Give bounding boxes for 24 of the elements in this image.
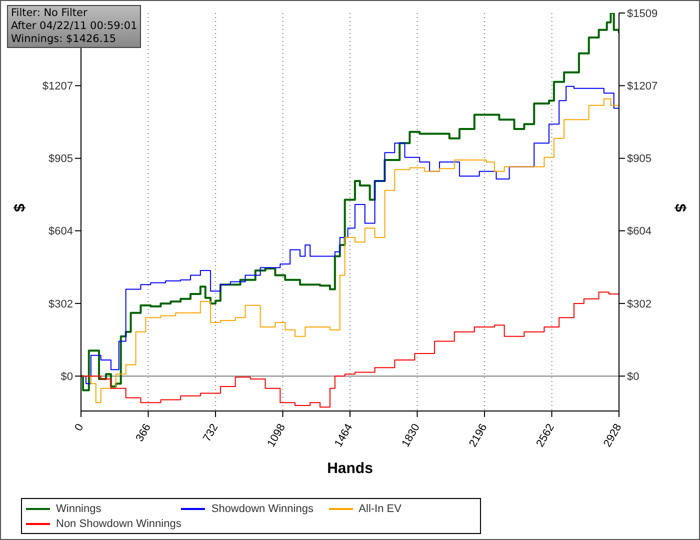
annotation: Filter: No Filter [11, 7, 88, 20]
y-tick-label: $302 [48, 298, 73, 310]
annotation: Winnings: $1426.15 [11, 33, 118, 46]
y2-tick-label: $0 [627, 371, 640, 384]
y2-tick-label: $1207 [627, 80, 658, 93]
legend-label: All-In EV [358, 502, 402, 514]
y2-tick-label: $905 [627, 153, 652, 166]
y-tick-label: $905 [48, 153, 73, 166]
y2-tick-label: $302 [627, 298, 652, 310]
legend-label: Non Showdown Winnings [56, 518, 182, 530]
y2-axis-title: $ [672, 204, 689, 213]
y2-tick-label: $604 [627, 226, 652, 238]
legend-label: Showdown Winnings [211, 502, 314, 514]
y-axis-title: $ [11, 203, 28, 212]
x-tick-label: 366 [134, 422, 154, 444]
annotation: After 04/22/11 00:59:01 [11, 20, 138, 33]
x-axis-title: Hands [327, 460, 373, 477]
y-tick-label: $1207 [42, 80, 73, 93]
legend-label: Winnings [56, 502, 102, 514]
x-tick-label: 0 [72, 422, 86, 434]
y2-tick-label: $1509 [627, 8, 658, 20]
y-tick-label: $604 [48, 226, 73, 238]
x-tick-label: 732 [201, 422, 221, 444]
y-tick-label: $0 [60, 371, 73, 384]
